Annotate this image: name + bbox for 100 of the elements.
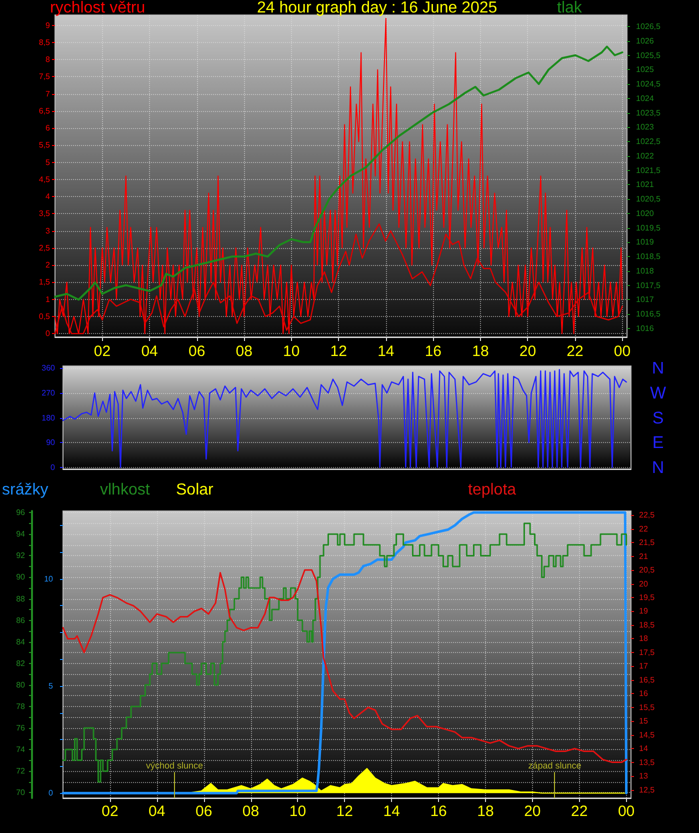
y2-tick-label: 1025	[636, 65, 654, 74]
y3-tick-label: 10	[44, 574, 54, 584]
y2-tick-label: 1026,5	[636, 22, 662, 31]
y-tick-label: 70	[16, 788, 26, 798]
y2-tick-label: 1021,5	[636, 166, 662, 175]
y2-tick-label: 1022,5	[636, 137, 662, 146]
y-tick-label: 76	[16, 724, 26, 732]
y2-tick-label: 15	[639, 716, 648, 726]
y-tick-label: 90	[46, 438, 56, 448]
x-tick-label: 04	[141, 343, 158, 360]
y-tick-label: 94	[16, 530, 26, 539]
y2-tick-label: 19	[639, 606, 648, 616]
y-tick-label: 96	[16, 508, 26, 518]
y-tick-label: 88	[16, 594, 26, 604]
y-tick-label: 270	[42, 388, 56, 398]
y2-tick-label: 13,5	[639, 758, 656, 767]
text: N	[652, 358, 664, 378]
y-tick-label: 3	[46, 226, 51, 236]
y-tick-label: 5	[46, 158, 51, 167]
y-tick-label: 5,5	[38, 140, 51, 150]
y2-tick-label: 1024,5	[636, 80, 662, 88]
y2-tick-label: 20,5	[639, 566, 656, 575]
y2-tick-label: 1020	[636, 208, 654, 218]
y2-tick-label: 1019,5	[636, 223, 662, 232]
y2-tick-label: 21,5	[639, 538, 656, 548]
y2-tick-label: 15,5	[639, 702, 656, 712]
y-tick-label: 6	[46, 124, 51, 133]
y2-tick-label: 1023	[636, 122, 654, 132]
y-tick-label: 7,5	[38, 72, 51, 82]
y-tick-label: 72	[16, 766, 26, 776]
x-tick-label: 16	[430, 803, 447, 820]
y-tick-label: 80	[16, 680, 26, 690]
y2-tick-label: 21	[639, 552, 648, 561]
x-tick-label: 06	[195, 803, 212, 820]
text: N	[652, 458, 664, 477]
chart-title: 24 hour graph day : 16 June 2025	[257, 0, 498, 16]
y2-tick-label: 16,5	[639, 675, 656, 684]
y2-tick-label: 18	[639, 634, 648, 644]
text: vlhkost	[100, 482, 150, 498]
text: W	[650, 383, 666, 402]
y-tick-label: 3,5	[38, 209, 51, 218]
y-tick-label: 86	[16, 616, 26, 625]
x-tick-label: 22	[566, 343, 584, 360]
y2-tick-label: 1018,5	[636, 252, 662, 261]
y-tick-label: 74	[16, 745, 26, 754]
y2-tick-label: 18,5	[639, 620, 656, 630]
x-tick-label: 18	[477, 803, 494, 820]
y2-tick-label: 14,5	[639, 730, 656, 740]
y-tick-label: 2,5	[38, 243, 51, 252]
y-tick-label: 360	[42, 364, 56, 373]
y2-tick-label: 22	[639, 524, 648, 534]
x-tick-label: 08	[236, 343, 252, 360]
y2-tick-label: 1024	[636, 94, 654, 103]
x-tick-label: 22	[571, 803, 588, 820]
y-tick-label: 7	[46, 89, 51, 98]
x-tick-label: 20	[524, 803, 541, 820]
y-tick-label: 0	[46, 329, 51, 338]
y2-tick-label: 1023,5	[636, 108, 662, 118]
y2-tick-label: 12,5	[639, 785, 656, 794]
y-tick-label: 180	[42, 413, 56, 422]
x-tick-label: 02	[102, 803, 118, 820]
x-tick-label: 10	[289, 803, 306, 820]
y-tick-label: 92	[16, 551, 26, 560]
y-tick-label: 4,5	[38, 174, 51, 184]
ref-line-label: západ slunce	[528, 760, 582, 771]
y-tick-label: 84	[16, 637, 26, 646]
y2-tick-label: 19,5	[639, 593, 656, 602]
y-tick-label: 0	[50, 462, 56, 472]
y2-axis-title: tlak	[557, 0, 583, 16]
y2-tick-label: 17,5	[639, 648, 656, 657]
y2-tick-label: 1025,5	[636, 50, 662, 60]
y-tick-label: 82	[16, 658, 26, 668]
x-tick-label: 14	[383, 803, 400, 820]
ref-line-label: východ slunce	[146, 760, 204, 771]
y-tick-label: 1,5	[38, 278, 51, 287]
text: Solar	[176, 482, 214, 498]
y2-tick-label: 1017	[636, 295, 654, 304]
x-tick-label: 20	[519, 343, 536, 360]
y-tick-label: 2	[46, 260, 51, 270]
y-tick-label: 8,5	[38, 38, 51, 47]
y2-tick-label: 1026	[636, 36, 654, 46]
y-tick-label: 90	[16, 572, 26, 582]
y-tick-label: 6,5	[38, 106, 51, 116]
x-tick-label: 12	[336, 803, 353, 820]
y2-tick-label: 1021	[636, 180, 654, 190]
y2-tick-label: 1017,5	[636, 280, 662, 290]
x-tick-label: 18	[472, 343, 489, 360]
y-tick-label: 9	[46, 20, 51, 30]
x-tick-label: 16	[424, 343, 442, 360]
x-tick-label: 08	[242, 803, 260, 820]
y2-tick-label: 14	[639, 744, 648, 754]
x-tick-label: 06	[188, 343, 206, 360]
x-tick-label: 04	[148, 803, 166, 820]
y-tick-label: 4	[46, 192, 51, 202]
y2-tick-label: 1019	[636, 238, 654, 247]
x-tick-label: 00	[618, 803, 635, 820]
x-tick-label: 00	[614, 343, 631, 360]
y2-tick-label: 1020,5	[636, 194, 662, 204]
x-tick-label: 10	[283, 343, 300, 360]
y2-tick-label: 1018	[636, 266, 654, 276]
